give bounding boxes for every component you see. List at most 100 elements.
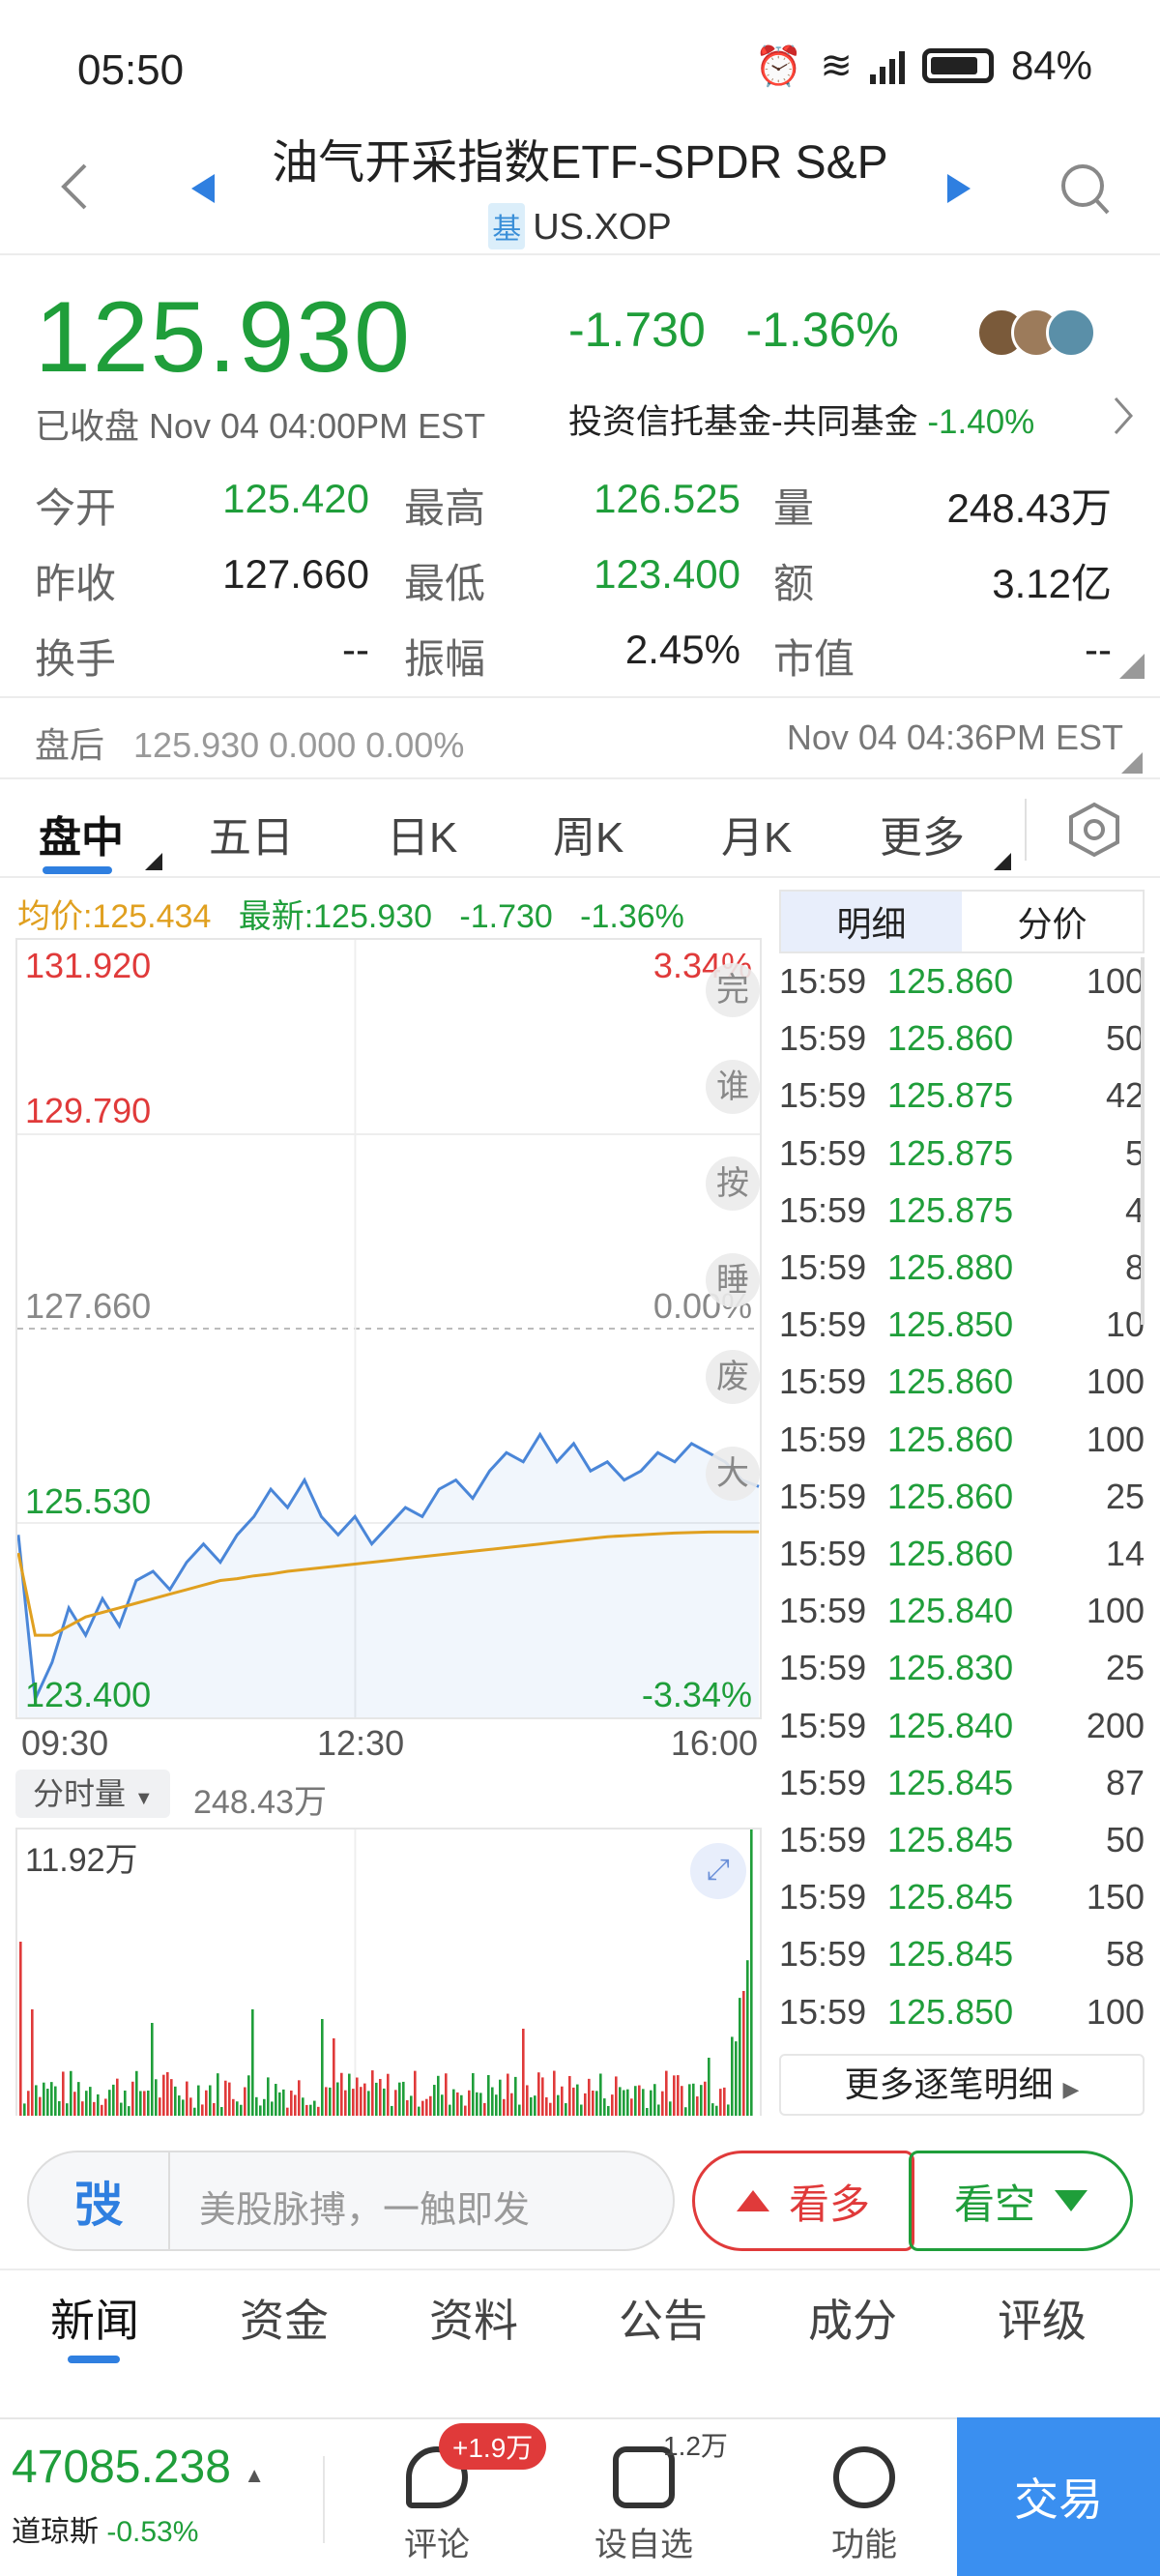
search-icon[interactable] xyxy=(1058,161,1112,223)
volume-bar xyxy=(108,2090,111,2116)
back-icon[interactable] xyxy=(56,160,95,214)
volume-bar xyxy=(688,2084,691,2116)
volume-bar xyxy=(588,2078,591,2116)
watchlist-icon xyxy=(613,2446,675,2508)
trade-time: 15:59 xyxy=(779,1705,867,1745)
intraday-chart[interactable]: 131.920 3.34% 129.790 127.660 0.00% 125.… xyxy=(15,938,762,1719)
volume-bar xyxy=(704,2081,707,2116)
tab-0[interactable]: 盘中 xyxy=(39,814,124,862)
trade-row: 15:59 125.840 200 xyxy=(779,1706,1145,1746)
trade-vol: 10 xyxy=(1105,1304,1145,1345)
news-tab-5[interactable]: 评级 xyxy=(998,2296,1087,2346)
volume-bar xyxy=(681,2086,683,2116)
next-stock-icon[interactable] xyxy=(945,172,972,210)
side-label[interactable]: 大 xyxy=(706,1447,760,1501)
news-tab-1[interactable]: 资金 xyxy=(240,2296,329,2346)
dropdown-corner-icon xyxy=(145,853,162,875)
after-hours-label: 盘后 xyxy=(35,725,105,765)
index-ticker[interactable]: 47085.238 ▲ 道琼斯 -0.53% xyxy=(12,2441,321,2550)
news-tab-3[interactable]: 公告 xyxy=(619,2296,708,2346)
volume-bar xyxy=(584,2093,587,2116)
trade-price: 125.850 xyxy=(887,1991,1014,2032)
bull-label: 看多 xyxy=(788,2181,870,2227)
news-tab-2[interactable]: 资料 xyxy=(429,2296,518,2346)
volume-chart[interactable]: 11.92万 ⤢ xyxy=(15,1828,762,2116)
volume-bar xyxy=(271,2101,274,2116)
trade-time: 15:59 xyxy=(779,1189,867,1230)
stat-label: 振幅 xyxy=(404,636,486,682)
function-label: 功能 xyxy=(831,2527,897,2563)
trade-button[interactable]: 交易 xyxy=(957,2417,1160,2576)
trade-price: 125.875 xyxy=(887,1132,1014,1173)
volume-bar xyxy=(290,2090,293,2116)
side-label[interactable]: 睡 xyxy=(706,1253,760,1307)
add-watchlist-button[interactable]: 设自选 xyxy=(566,2446,721,2565)
news-tab-indicator xyxy=(68,2356,120,2363)
trade-time: 15:59 xyxy=(779,1476,867,1516)
expand-corner-icon[interactable] xyxy=(1119,654,1145,684)
volume-bar xyxy=(530,2096,533,2116)
chart-info: 均价:125.434 最新:125.930 -1.730 -1.36% xyxy=(17,890,684,937)
volume-bar xyxy=(541,2077,544,2116)
status-icons: ⏰ ≋ 84% xyxy=(755,43,1092,89)
tab-3[interactable]: 周K xyxy=(553,814,624,862)
volume-bar xyxy=(402,2081,405,2116)
volume-bar xyxy=(568,2075,571,2116)
tab-1[interactable]: 五日 xyxy=(209,814,294,862)
stat-label: 昨收 xyxy=(35,561,117,606)
function-button[interactable]: 功能 xyxy=(787,2446,942,2565)
trade-row: 15:59 125.875 5 xyxy=(779,1133,1145,1174)
volume-bar xyxy=(352,2089,355,2116)
prev-stock-icon[interactable] xyxy=(189,172,217,210)
pulse-input[interactable]: 弢 美股脉搏，一触即发 xyxy=(27,2151,675,2251)
category-link[interactable]: 投资信托基金-共同基金 -1.40% xyxy=(568,395,1034,444)
pulse-logo-icon[interactable]: 弢 xyxy=(29,2152,170,2249)
trade-price: 125.875 xyxy=(887,1075,1014,1116)
side-label[interactable]: 按 xyxy=(706,1156,760,1211)
tab-2[interactable]: 日K xyxy=(387,814,458,862)
settings-hex-icon[interactable] xyxy=(1067,801,1121,864)
avatar-group[interactable] xyxy=(976,307,1096,360)
trades-tabs: 明细 分价 xyxy=(779,890,1145,953)
caret-up-icon: ▲ xyxy=(244,2463,266,2487)
volume-bar xyxy=(394,2090,397,2116)
trade-row: 15:59 125.860 14 xyxy=(779,1534,1145,1574)
bear-button[interactable]: 看空 xyxy=(909,2151,1133,2251)
news-tab-0[interactable]: 新闻 xyxy=(50,2296,139,2346)
volume-bar xyxy=(178,2095,181,2116)
side-label[interactable]: 完 xyxy=(706,963,760,1017)
stat-value: 123.400 xyxy=(594,551,740,597)
x-label-mid: 12:30 xyxy=(317,1723,405,1763)
volume-total: 248.43万 xyxy=(193,1784,327,1821)
trade-time: 15:59 xyxy=(779,1877,867,1917)
trade-price: 125.830 xyxy=(887,1648,1014,1688)
caret-down-icon: ▼ xyxy=(133,1788,154,1809)
bear-label: 看空 xyxy=(953,2181,1035,2227)
trade-row: 15:59 125.875 42 xyxy=(779,1075,1145,1116)
volume-bar xyxy=(669,2101,672,2116)
volume-bar xyxy=(348,2073,351,2116)
tab-price-distribution[interactable]: 分价 xyxy=(1017,904,1088,944)
tab-4[interactable]: 月K xyxy=(721,814,793,862)
fullscreen-icon[interactable]: ⤢ xyxy=(690,1843,746,1899)
trade-vol: 50 xyxy=(1105,1018,1145,1059)
side-label[interactable]: 废 xyxy=(706,1350,760,1404)
trade-row: 15:59 125.860 50 xyxy=(779,1018,1145,1059)
expand-corner-icon[interactable] xyxy=(1121,752,1143,778)
side-label[interactable]: 谁 xyxy=(706,1060,760,1114)
volume-selector[interactable]: 分时量 ▼ xyxy=(15,1770,170,1818)
news-tab-4[interactable]: 成分 xyxy=(808,2296,897,2346)
chevron-right-icon[interactable] xyxy=(1112,395,1135,442)
news-preview[interactable] xyxy=(0,2371,1160,2417)
tab-5[interactable]: 更多 xyxy=(880,814,965,862)
avatar xyxy=(1046,307,1096,358)
volume-bar xyxy=(576,2084,579,2116)
bull-button[interactable]: 看多 xyxy=(692,2151,914,2251)
comment-button[interactable]: 评论 xyxy=(360,2446,514,2565)
comment-badge: +1.9万 xyxy=(439,2423,547,2470)
volume-bar xyxy=(406,2099,409,2116)
trades-scrollbar[interactable] xyxy=(1141,957,1145,1325)
more-detail-button[interactable]: 更多逐笔明细 ▶ xyxy=(779,2054,1145,2116)
tab-detail[interactable]: 明细 xyxy=(781,892,962,951)
trade-row: 15:59 125.880 8 xyxy=(779,1247,1145,1288)
